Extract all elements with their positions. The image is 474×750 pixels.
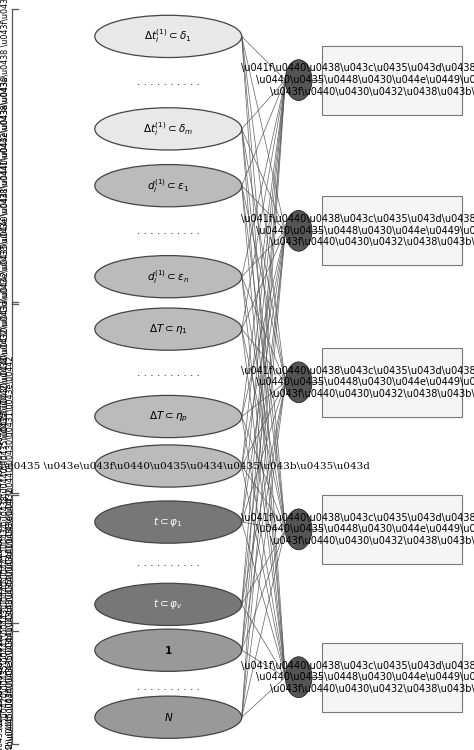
Text: \u041f\u0440\u0438\u043c\u0435\u043d\u0438\u0442\u044c
\u0440\u0435\u0448\u0430\: \u041f\u0440\u0438\u043c\u0435\u043d\u04… xyxy=(241,214,474,248)
FancyBboxPatch shape xyxy=(322,643,462,712)
Text: . . . . . . . . . .: . . . . . . . . . . xyxy=(137,77,200,87)
Text: . . . . . . . . . .: . . . . . . . . . . xyxy=(137,226,200,236)
Ellipse shape xyxy=(95,395,242,437)
Text: $\Delta t_i^{(1)} \subset \delta_1$: $\Delta t_i^{(1)} \subset \delta_1$ xyxy=(145,28,192,45)
Text: $\Delta T \subset \eta_1$: $\Delta T \subset \eta_1$ xyxy=(149,322,188,336)
Text: $\Delta t_i^{(1)} \subset \delta_m$: $\Delta t_i^{(1)} \subset \delta_m$ xyxy=(143,120,193,138)
Text: \u041f\u0440\u0438\u043c\u0435\u043d\u0438\u0442\u044c
\u0440\u0435\u0448\u0430\: \u041f\u0440\u0438\u043c\u0435\u043d\u04… xyxy=(241,661,474,694)
Ellipse shape xyxy=(95,445,242,488)
Text: \u0425\u0430\u0440\u0430\u043a\u0442\u0435\u0440\u0438\u0441\u0442\u0438\u043a\u: \u0425\u0430\u0440\u0430\u043a\u0442\u04… xyxy=(0,0,9,438)
Text: . . . . . . . . . .: . . . . . . . . . . xyxy=(137,368,200,378)
Text: $d_i^{(1)} \subset \varepsilon_n$: $d_i^{(1)} \subset \varepsilon_n$ xyxy=(147,268,190,286)
Text: \u041d\u0435 \u043e\u043f\u0440\u0435\u0434\u0435\u043b\u0435\u043d: \u041d\u0435 \u043e\u043f\u0440\u0435\u0… xyxy=(0,461,370,470)
Ellipse shape xyxy=(95,308,242,350)
Ellipse shape xyxy=(95,164,242,207)
Text: . . . . . . . . . .: . . . . . . . . . . xyxy=(137,682,200,692)
Text: \u041f\u0440\u0438\u043c\u0435\u043d\u0438\u0442\u044c
\u0440\u0435\u0448\u0430\: \u041f\u0440\u0438\u043c\u0435\u043d\u04… xyxy=(241,366,474,399)
Ellipse shape xyxy=(95,256,242,298)
Text: $\mathit{N}$: $\mathit{N}$ xyxy=(164,711,173,723)
Text: \u041e\u0431\u044a\u0435\u043c \u0438\u0441\u043f\u043e\u043b\u044c-
\u0437\u044: \u041e\u0431\u044a\u0435\u043c \u0438\u0… xyxy=(0,488,14,750)
Text: \u0421\u0440\u0435\u0434\u043d\u0435\u0435 \u0432\u0440\u0435\u043c\u044f
\u0432: \u0421\u0440\u0435\u0434\u043d\u0435\u04… xyxy=(0,356,14,750)
Ellipse shape xyxy=(95,696,242,738)
Text: $d_i^{(1)} \subset \varepsilon_1$: $d_i^{(1)} \subset \varepsilon_1$ xyxy=(147,177,190,195)
Text: $t \subset \varphi_v$: $t \subset \varphi_v$ xyxy=(153,597,183,611)
Ellipse shape xyxy=(95,584,242,626)
Text: \u041f\u0440\u0438\u043c\u0435\u043d\u0438\u0442\u044c
\u0440\u0435\u0448\u0430\: \u041f\u0440\u0438\u043c\u0435\u043d\u04… xyxy=(241,64,474,97)
Ellipse shape xyxy=(95,629,242,671)
Text: $\Delta T \subset \eta_p$: $\Delta T \subset \eta_p$ xyxy=(149,410,188,424)
Circle shape xyxy=(285,362,312,403)
Text: \u041f\u0440\u0438\u043c\u0435\u043d\u0438\u0442\u044c
\u0440\u0435\u0448\u0430\: \u041f\u0440\u0438\u043c\u0435\u043d\u04… xyxy=(241,513,474,546)
Text: $t \subset \varphi_1$: $t \subset \varphi_1$ xyxy=(154,515,183,529)
Ellipse shape xyxy=(95,108,242,150)
Text: \u0420\u0435\u0441\u0443\u0440\u0441 \u0434\u0438\u0440\u0435\u043a\u0442\u0438\: \u0420\u0435\u0441\u0443\u0440\u0441 \u0… xyxy=(0,76,9,719)
FancyBboxPatch shape xyxy=(322,46,462,115)
FancyBboxPatch shape xyxy=(322,495,462,564)
FancyBboxPatch shape xyxy=(322,348,462,417)
Text: $\mathbf{1}$: $\mathbf{1}$ xyxy=(164,644,173,656)
Ellipse shape xyxy=(95,15,242,58)
Circle shape xyxy=(285,509,312,550)
FancyBboxPatch shape xyxy=(322,196,462,266)
Circle shape xyxy=(285,60,312,100)
Ellipse shape xyxy=(95,501,242,543)
Text: . . . . . . . . . .: . . . . . . . . . . xyxy=(137,558,200,568)
Circle shape xyxy=(285,211,312,251)
Circle shape xyxy=(285,657,312,698)
